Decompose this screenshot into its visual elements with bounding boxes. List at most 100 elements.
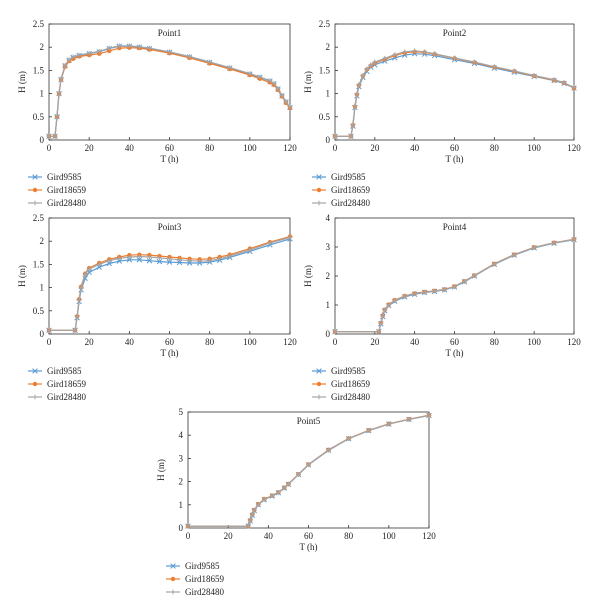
data-point (70, 54, 76, 60)
y-tick-label: 0.5 (33, 112, 45, 122)
y-tick-label: 0 (40, 329, 45, 339)
data-point (166, 259, 173, 265)
data-point (58, 76, 64, 82)
data-point (287, 104, 293, 110)
data-point (46, 133, 52, 139)
data-point (126, 254, 132, 260)
data-point (422, 289, 428, 295)
series-line (188, 414, 430, 527)
y-tick-label: 2 (179, 477, 184, 487)
data-point (96, 48, 102, 54)
data-point (46, 327, 52, 333)
x-tick-label: 40 (125, 143, 135, 153)
legend-marker (316, 368, 322, 374)
data-point (511, 68, 517, 74)
data-point (366, 428, 372, 433)
data-point (283, 99, 289, 104)
data-point (227, 253, 233, 259)
data-point (332, 329, 338, 335)
data-point (147, 254, 152, 260)
series-line (49, 45, 291, 137)
legend-entry: Gird9585 (312, 172, 366, 182)
legend-marker (170, 563, 176, 569)
data-point (156, 258, 163, 265)
x-tick-label: 100 (527, 143, 541, 153)
chart-title: Point1 (158, 28, 182, 38)
legend-entry: Gird18659 (28, 379, 86, 389)
series-line (49, 238, 291, 331)
series-line (49, 236, 291, 331)
y-tick-label: 4 (326, 213, 331, 223)
data-point (251, 507, 257, 513)
series-Gird18659 (46, 45, 293, 139)
y-tick-label: 1 (40, 283, 45, 293)
chart-title: Point2 (443, 28, 467, 38)
x-tick-label: 60 (450, 143, 460, 153)
x-tick-label: 80 (490, 337, 500, 347)
x-axis-label: T (h) (445, 154, 463, 164)
x-tick-label: 40 (410, 143, 420, 153)
data-point (286, 481, 291, 487)
data-point (364, 66, 370, 72)
data-point (187, 258, 192, 264)
y-tick-label: 2 (326, 42, 331, 52)
legend-label: Gird9585 (331, 366, 366, 376)
data-point (412, 48, 418, 54)
series-Gird28480 (46, 235, 293, 333)
series-Gird9585 (46, 236, 293, 334)
x-axis-label: T (h) (160, 348, 178, 358)
y-tick-label: 1.5 (319, 65, 331, 75)
series-line (49, 47, 291, 137)
series-line (188, 414, 430, 527)
series-Gird18659 (185, 413, 432, 529)
data-point (257, 74, 263, 80)
chart-panel-1: Point1 0 20 40 60 80 100 120 0 0.5 1 1.5 2 2.5 T (h) H … (17, 19, 297, 208)
x-tick-label: 0 (47, 143, 52, 153)
data-point (392, 52, 398, 58)
legend-marker (32, 174, 38, 180)
y-tick-label: 1 (326, 89, 331, 99)
data-point (86, 266, 92, 272)
data-point (378, 321, 384, 326)
legend-entry: Gird18659 (166, 574, 224, 584)
plot-frame (187, 411, 430, 529)
legend-marker (32, 187, 38, 193)
y-axis-label: H (m) (156, 459, 166, 481)
y-tick-label: 2.5 (319, 19, 331, 29)
data-point (380, 313, 386, 319)
x-tick-label: 0 (333, 143, 338, 153)
data-point (136, 254, 142, 259)
data-point (511, 252, 517, 258)
data-point (245, 523, 251, 529)
x-tick-label: 100 (527, 337, 541, 347)
data-point (227, 65, 233, 71)
data-point (356, 82, 362, 88)
plot-frame (334, 23, 575, 141)
x-axis-label: T (h) (160, 154, 178, 164)
data-point (452, 55, 457, 61)
data-point (296, 472, 301, 477)
legend-entry: Gird28480 (166, 587, 224, 597)
y-tick-label: 3 (326, 242, 331, 252)
y-tick-label: 1.5 (33, 65, 45, 75)
data-point (472, 59, 477, 65)
series-Gird28480 (185, 413, 432, 529)
data-point (376, 329, 382, 335)
y-tick-label: 0 (40, 135, 45, 145)
y-tick-label: 0 (326, 135, 331, 145)
data-point (426, 413, 432, 418)
data-point (96, 262, 102, 267)
chart-panel-3: Point3 0 20 40 60 80 100 120 0 0.5 1 1.5 2 2.5 T (h) H … (17, 213, 297, 402)
legend-label: Gird28480 (331, 198, 370, 208)
data-point (382, 307, 388, 313)
x-tick-label: 80 (205, 143, 215, 153)
y-tick-label: 0.5 (33, 306, 45, 316)
data-point (287, 235, 293, 240)
x-tick-label: 80 (344, 531, 354, 541)
data-point (207, 258, 213, 264)
data-point (116, 258, 123, 264)
data-point (76, 52, 82, 58)
chart-title: Point3 (158, 222, 182, 232)
data-point (491, 261, 497, 267)
data-point (72, 327, 78, 333)
